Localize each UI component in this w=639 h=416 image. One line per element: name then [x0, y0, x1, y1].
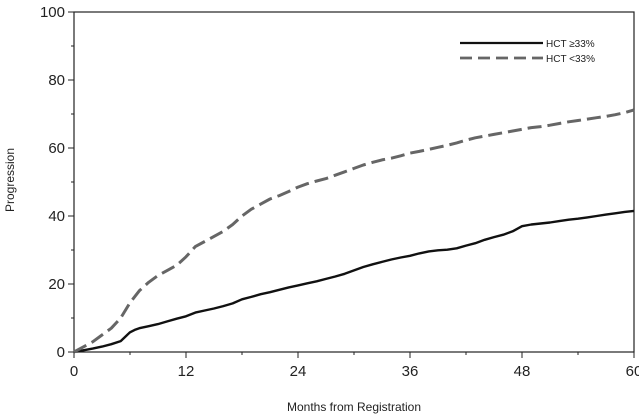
- legend: HCT ≥33% HCT <33%: [460, 39, 595, 65]
- x-axis-ticks: 0 12 24 36 48 60: [70, 352, 639, 380]
- legend-label-hct-ge-33: HCT ≥33%: [546, 39, 595, 50]
- series-line-0: [73, 209, 635, 354]
- x-axis-title: Months from Registration: [287, 400, 421, 414]
- series-line-1: [73, 108, 635, 354]
- x-tick-label-24: 24: [290, 363, 307, 380]
- y-tick-label-40: 40: [48, 208, 65, 225]
- x-tick-label-36: 36: [402, 363, 419, 380]
- y-axis-title: Progression: [3, 148, 17, 212]
- legend-label-hct-lt-33: HCT <33%: [546, 54, 595, 65]
- y-axis-ticks: 0 20 40 60 80 100: [40, 4, 74, 361]
- x-tick-label-48: 48: [514, 363, 531, 380]
- y-tick-label-80: 80: [48, 72, 65, 89]
- y-tick-label-60: 60: [48, 140, 65, 157]
- y-tick-label-20: 20: [48, 276, 65, 293]
- x-tick-label-60: 60: [626, 363, 639, 380]
- x-tick-label-0: 0: [70, 363, 78, 380]
- y-tick-label-100: 100: [40, 4, 65, 21]
- series-layer: [73, 108, 635, 354]
- y-tick-label-0: 0: [57, 344, 65, 361]
- x-tick-label-12: 12: [178, 363, 195, 380]
